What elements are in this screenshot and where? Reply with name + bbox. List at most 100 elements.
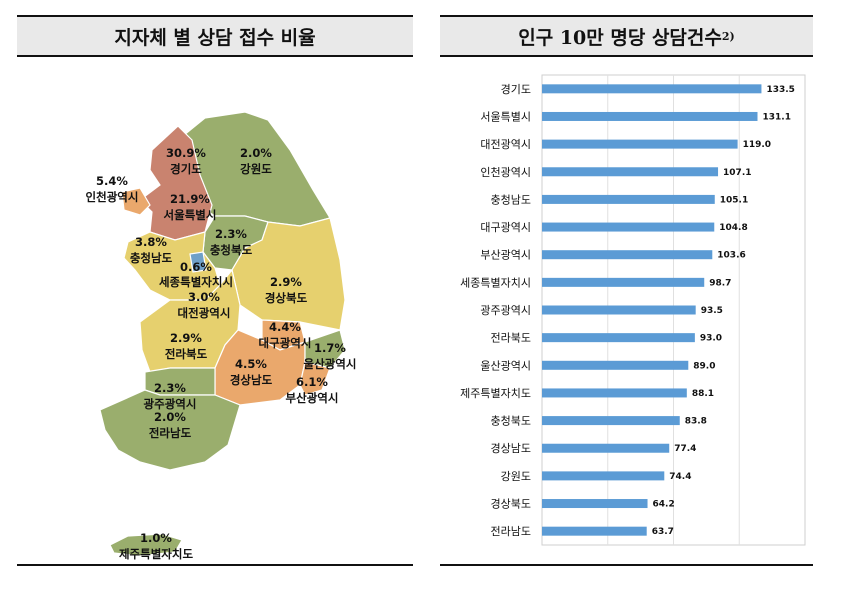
- bar-chart-title: 인구 10만 명당 상담건수 2): [440, 15, 813, 57]
- region-percent-label: 3.8%: [135, 235, 167, 249]
- region-name-label: 광주광역시: [144, 397, 197, 411]
- category-label: 광주광역시: [480, 304, 531, 317]
- bar: [542, 111, 758, 121]
- category-label: 충청남도: [491, 193, 531, 206]
- korea-region-map: 30.9% 경기도 2.0% 강원도 5.4% 인천광역시 21.9% 서울특별시 2.3% 충청…: [86, 111, 357, 561]
- title-footnote: 2): [721, 29, 735, 43]
- category-label: 경상남도: [491, 442, 531, 455]
- ulsan-region: [304, 329, 346, 369]
- bar-value-label: 63.7: [652, 527, 674, 537]
- category-label: 부산광역시: [480, 249, 531, 262]
- bar-value-label: 74.4: [669, 472, 691, 482]
- map-title-text: 지자체 별 상담 접수 비율: [114, 26, 316, 49]
- region-name-label: 충청남도: [130, 251, 173, 265]
- bar-value-label: 105.1: [720, 195, 748, 205]
- jeonnam-region: [99, 389, 241, 471]
- region-percent-label: 6.1%: [296, 375, 328, 389]
- category-label: 세종특별자치시: [460, 276, 531, 289]
- region-name-label: 울산광역시: [304, 357, 357, 371]
- region-name-label: 강원도: [240, 162, 272, 176]
- bar-value-label: 93.5: [701, 306, 723, 316]
- bar: [542, 416, 680, 426]
- region-name-label: 충청북도: [210, 243, 253, 257]
- bar-title-text: 인구 10만 명당 상담건수: [518, 26, 722, 49]
- region-percent-label: 1.0%: [140, 531, 172, 545]
- region-percent-label: 2.9%: [270, 275, 302, 289]
- category-label: 서울특별시: [480, 110, 531, 123]
- region-percent-label: 21.9%: [170, 192, 210, 206]
- bar-value-label: 93.0: [700, 334, 722, 344]
- region-name-label: 부산광역시: [286, 391, 339, 405]
- region-percent-label: 2.9%: [170, 331, 202, 345]
- region-percent-label: 4.5%: [235, 357, 267, 371]
- category-label: 강원도: [501, 470, 531, 483]
- bar-value-label: 77.4: [674, 444, 696, 454]
- region-percent-label: 4.4%: [269, 320, 301, 334]
- region-percent-label: 1.7%: [314, 341, 346, 355]
- jeju-region: [109, 533, 183, 557]
- bar: [542, 443, 670, 453]
- category-label: 전라남도: [491, 525, 531, 538]
- region-name-label: 서울특별시: [164, 208, 217, 222]
- map-panel-title: 지자체 별 상담 접수 비율: [17, 15, 413, 57]
- bar-value-label: 64.2: [653, 500, 675, 510]
- bar: [542, 194, 715, 204]
- region-percent-label: 3.0%: [188, 290, 220, 304]
- region-name-label: 인천광역시: [86, 190, 139, 204]
- bar-value-label: 83.8: [685, 417, 707, 427]
- incheon-region: [121, 187, 151, 216]
- bar: [542, 526, 647, 536]
- bar-value-label: 104.8: [719, 223, 747, 233]
- bar: [542, 471, 665, 481]
- category-label: 대전광역시: [480, 138, 531, 151]
- bar: [542, 84, 762, 94]
- bar: [542, 388, 687, 398]
- category-label: 대구광역시: [480, 221, 531, 234]
- region-name-label: 전라남도: [149, 426, 192, 440]
- region-percent-label: 5.4%: [96, 174, 128, 188]
- bar: [542, 333, 695, 343]
- bar-value-label: 89.0: [693, 361, 715, 371]
- bar: [542, 499, 648, 509]
- region-percent-label: 2.3%: [154, 381, 186, 395]
- bar-value-label: 119.0: [743, 140, 771, 150]
- category-label: 울산광역시: [480, 359, 531, 372]
- region-name-label: 제주특별자치도: [119, 547, 193, 561]
- bar-value-label: 98.7: [709, 278, 731, 288]
- region-name-label: 대구광역시: [259, 336, 312, 350]
- category-label: 제주특별자치도: [460, 387, 531, 400]
- bar: [542, 222, 715, 232]
- region-name-label: 세종특별자치시: [159, 275, 233, 289]
- bar: [542, 360, 689, 370]
- sejong-region: [189, 251, 207, 273]
- region-name-label: 경상남도: [230, 373, 273, 387]
- bar: [542, 305, 696, 315]
- region-percent-label: 2.3%: [215, 227, 247, 241]
- bar-value-label: 133.5: [766, 85, 794, 95]
- category-label: 인천광역시: [480, 165, 531, 179]
- region-name-label: 경기도: [170, 162, 202, 176]
- region-name-label: 대전광역시: [178, 306, 231, 320]
- bar-panel-bottom-rule: [440, 564, 813, 566]
- region-percent-label: 30.9%: [166, 146, 206, 160]
- bar: [542, 167, 719, 177]
- category-label: 충청북도: [491, 415, 531, 428]
- region-name-label: 경상북도: [265, 291, 308, 305]
- region-percent-label: 2.0%: [154, 410, 186, 424]
- category-label: 전라북도: [491, 332, 531, 345]
- map-panel-bottom-rule: [17, 564, 413, 566]
- bar-value-label: 131.1: [762, 112, 790, 122]
- bar-value-label: 107.1: [723, 168, 751, 178]
- bar: [542, 250, 713, 260]
- bar: [542, 277, 705, 287]
- bar-value-label: 88.1: [692, 389, 714, 399]
- category-label: 경기도: [501, 83, 531, 96]
- bar-value-label: 103.6: [717, 251, 745, 261]
- region-name-label: 전라북도: [165, 347, 208, 361]
- bar: [542, 139, 738, 149]
- busan-region: [299, 361, 331, 396]
- region-percent-label: 2.0%: [240, 146, 272, 160]
- category-label: 경상북도: [491, 498, 531, 511]
- region-percent-label: 0.6%: [180, 260, 212, 274]
